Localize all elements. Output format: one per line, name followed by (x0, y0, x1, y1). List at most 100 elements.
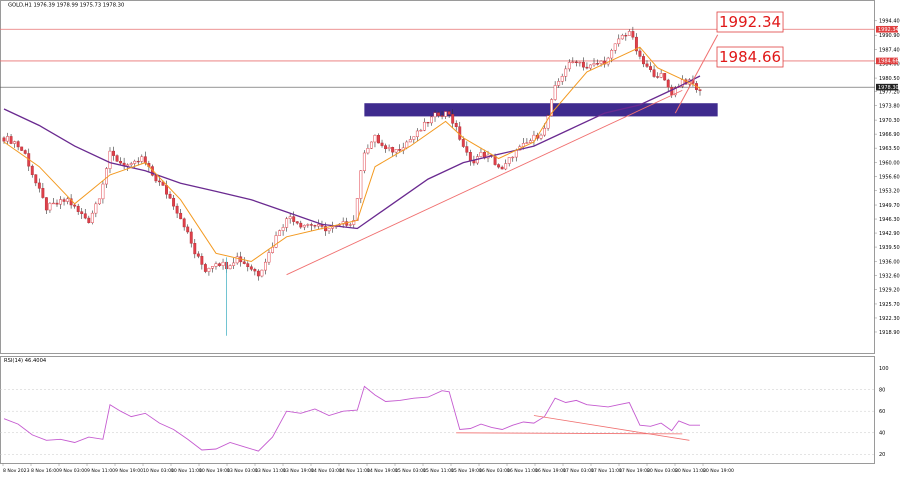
main-panel-frame (0, 0, 875, 354)
candle-body-166 (589, 64, 592, 69)
price-tick-label: 1973.80 (879, 103, 900, 109)
candle-body-57 (203, 264, 207, 272)
candle-body-23 (83, 213, 87, 219)
candle-body-50 (179, 212, 183, 220)
candle-body-76 (271, 247, 274, 253)
candle-body-55 (196, 253, 200, 257)
candle-body-105 (373, 134, 377, 143)
candle-body-161 (571, 61, 575, 63)
time-tick-label: 16 Nov 19:00 (535, 468, 566, 474)
candle-body-102 (362, 152, 366, 171)
candle-body-118 (419, 129, 423, 132)
candle-body-169 (599, 60, 603, 64)
candle-body-164 (581, 61, 585, 68)
time-tick-label: 10 Nov 11:00 (171, 468, 202, 474)
price-tag-bg-0 (876, 25, 898, 33)
candle-body-91 (324, 226, 327, 232)
candle-body-130 (461, 139, 465, 147)
price-tick-label: 1990.90 (879, 33, 900, 39)
candle-body-65 (232, 262, 236, 266)
candle-body-66 (235, 256, 239, 264)
candle-body-54 (193, 243, 197, 255)
time-tick-label: 15 Nov 19:00 (451, 468, 482, 474)
level-1992-annotation: 1992.34 (719, 13, 781, 31)
candle-body-9 (34, 174, 38, 184)
candle-body-13 (48, 203, 52, 211)
candle-body-79 (281, 227, 285, 231)
price-tick-label: 1953.20 (879, 188, 900, 194)
candle-body-176 (624, 35, 628, 37)
time-tick-label: 8 Nov 16:00 (31, 468, 59, 474)
candle-body-155 (550, 99, 554, 116)
time-tick-label: 13 Nov 03:00 (227, 468, 258, 474)
rsi-indicator-label: RSI(14) 46.4004 (4, 358, 47, 364)
candle-body-175 (620, 35, 624, 40)
candle-body-162 (574, 61, 578, 63)
candle-body-122 (433, 112, 437, 118)
candle-body-154 (546, 115, 550, 129)
price-tick-label: 1939.50 (879, 245, 900, 251)
candle-body-85 (302, 224, 306, 228)
time-tick-label: 20 Nov 19:00 (703, 468, 734, 474)
candle-body-132 (468, 152, 472, 162)
time-tick-label: 13 Nov 11:00 (255, 468, 286, 474)
candle-body-156 (553, 85, 557, 100)
candle-body-149 (528, 140, 532, 143)
candle-body-17 (62, 199, 66, 202)
candle-body-99 (352, 220, 356, 225)
candle-body-30 (108, 150, 112, 169)
candle-body-124 (440, 115, 444, 117)
candle-body-46 (165, 185, 168, 195)
candle-body-53 (189, 231, 193, 244)
rsi-panel-frame (0, 356, 875, 464)
candle-body-71 (253, 268, 257, 272)
candle-body-107 (380, 142, 384, 146)
candle-body-68 (242, 261, 246, 264)
time-tick-label: 14 Nov 03:00 (311, 468, 342, 474)
candle-body-51 (182, 218, 186, 228)
candle-body-8 (30, 165, 34, 175)
candle-body-125 (444, 111, 448, 117)
candle-body-16 (59, 199, 62, 205)
breakout-arrow-line (674, 34, 719, 114)
candle-body-116 (412, 136, 416, 140)
price-tick-label: 1949.70 (879, 203, 900, 209)
time-tick-label: 20 Nov 11:00 (675, 468, 706, 474)
price-tick-label: 1960.00 (879, 160, 900, 166)
candle-body-135 (479, 151, 483, 157)
candle-body-108 (384, 145, 388, 150)
time-tick-label: 14 Nov 11:00 (339, 468, 370, 474)
candle-body-153 (543, 127, 546, 136)
candle-body-174 (617, 38, 621, 45)
candle-body-165 (585, 66, 589, 69)
candle-body-44 (158, 180, 161, 183)
candle-body-36 (129, 163, 133, 166)
candle-body-172 (610, 50, 614, 59)
candle-body-190 (673, 87, 677, 96)
candle-body-152 (539, 134, 543, 139)
candle-body-83 (295, 221, 299, 224)
candle-body-86 (306, 224, 310, 226)
candle-body-128 (454, 123, 458, 127)
price-tag-bg-2 (876, 83, 898, 91)
candle-body-62 (221, 261, 225, 266)
ma-slow-line (3, 75, 701, 230)
candle-body-31 (112, 150, 115, 156)
candle-body-12 (44, 197, 48, 211)
candle-body-158 (560, 76, 564, 82)
time-tick-label: 17 Nov 11:00 (591, 468, 622, 474)
candle-body-157 (557, 81, 561, 86)
rsi-panel (0, 385, 875, 455)
candle-body-180 (638, 50, 642, 57)
candle-body-109 (387, 147, 391, 150)
candle-body-82 (292, 216, 296, 222)
candle-body-184 (652, 69, 656, 77)
candle-body-92 (327, 228, 331, 232)
candle-body-167 (592, 63, 596, 66)
time-tick-label: 9 Nov 19:00 (115, 468, 143, 474)
candle-body-160 (567, 62, 571, 70)
candle-body-10 (37, 182, 41, 189)
candle-body-77 (274, 235, 278, 248)
candle-body-73 (260, 269, 264, 277)
candle-body-115 (408, 139, 412, 143)
